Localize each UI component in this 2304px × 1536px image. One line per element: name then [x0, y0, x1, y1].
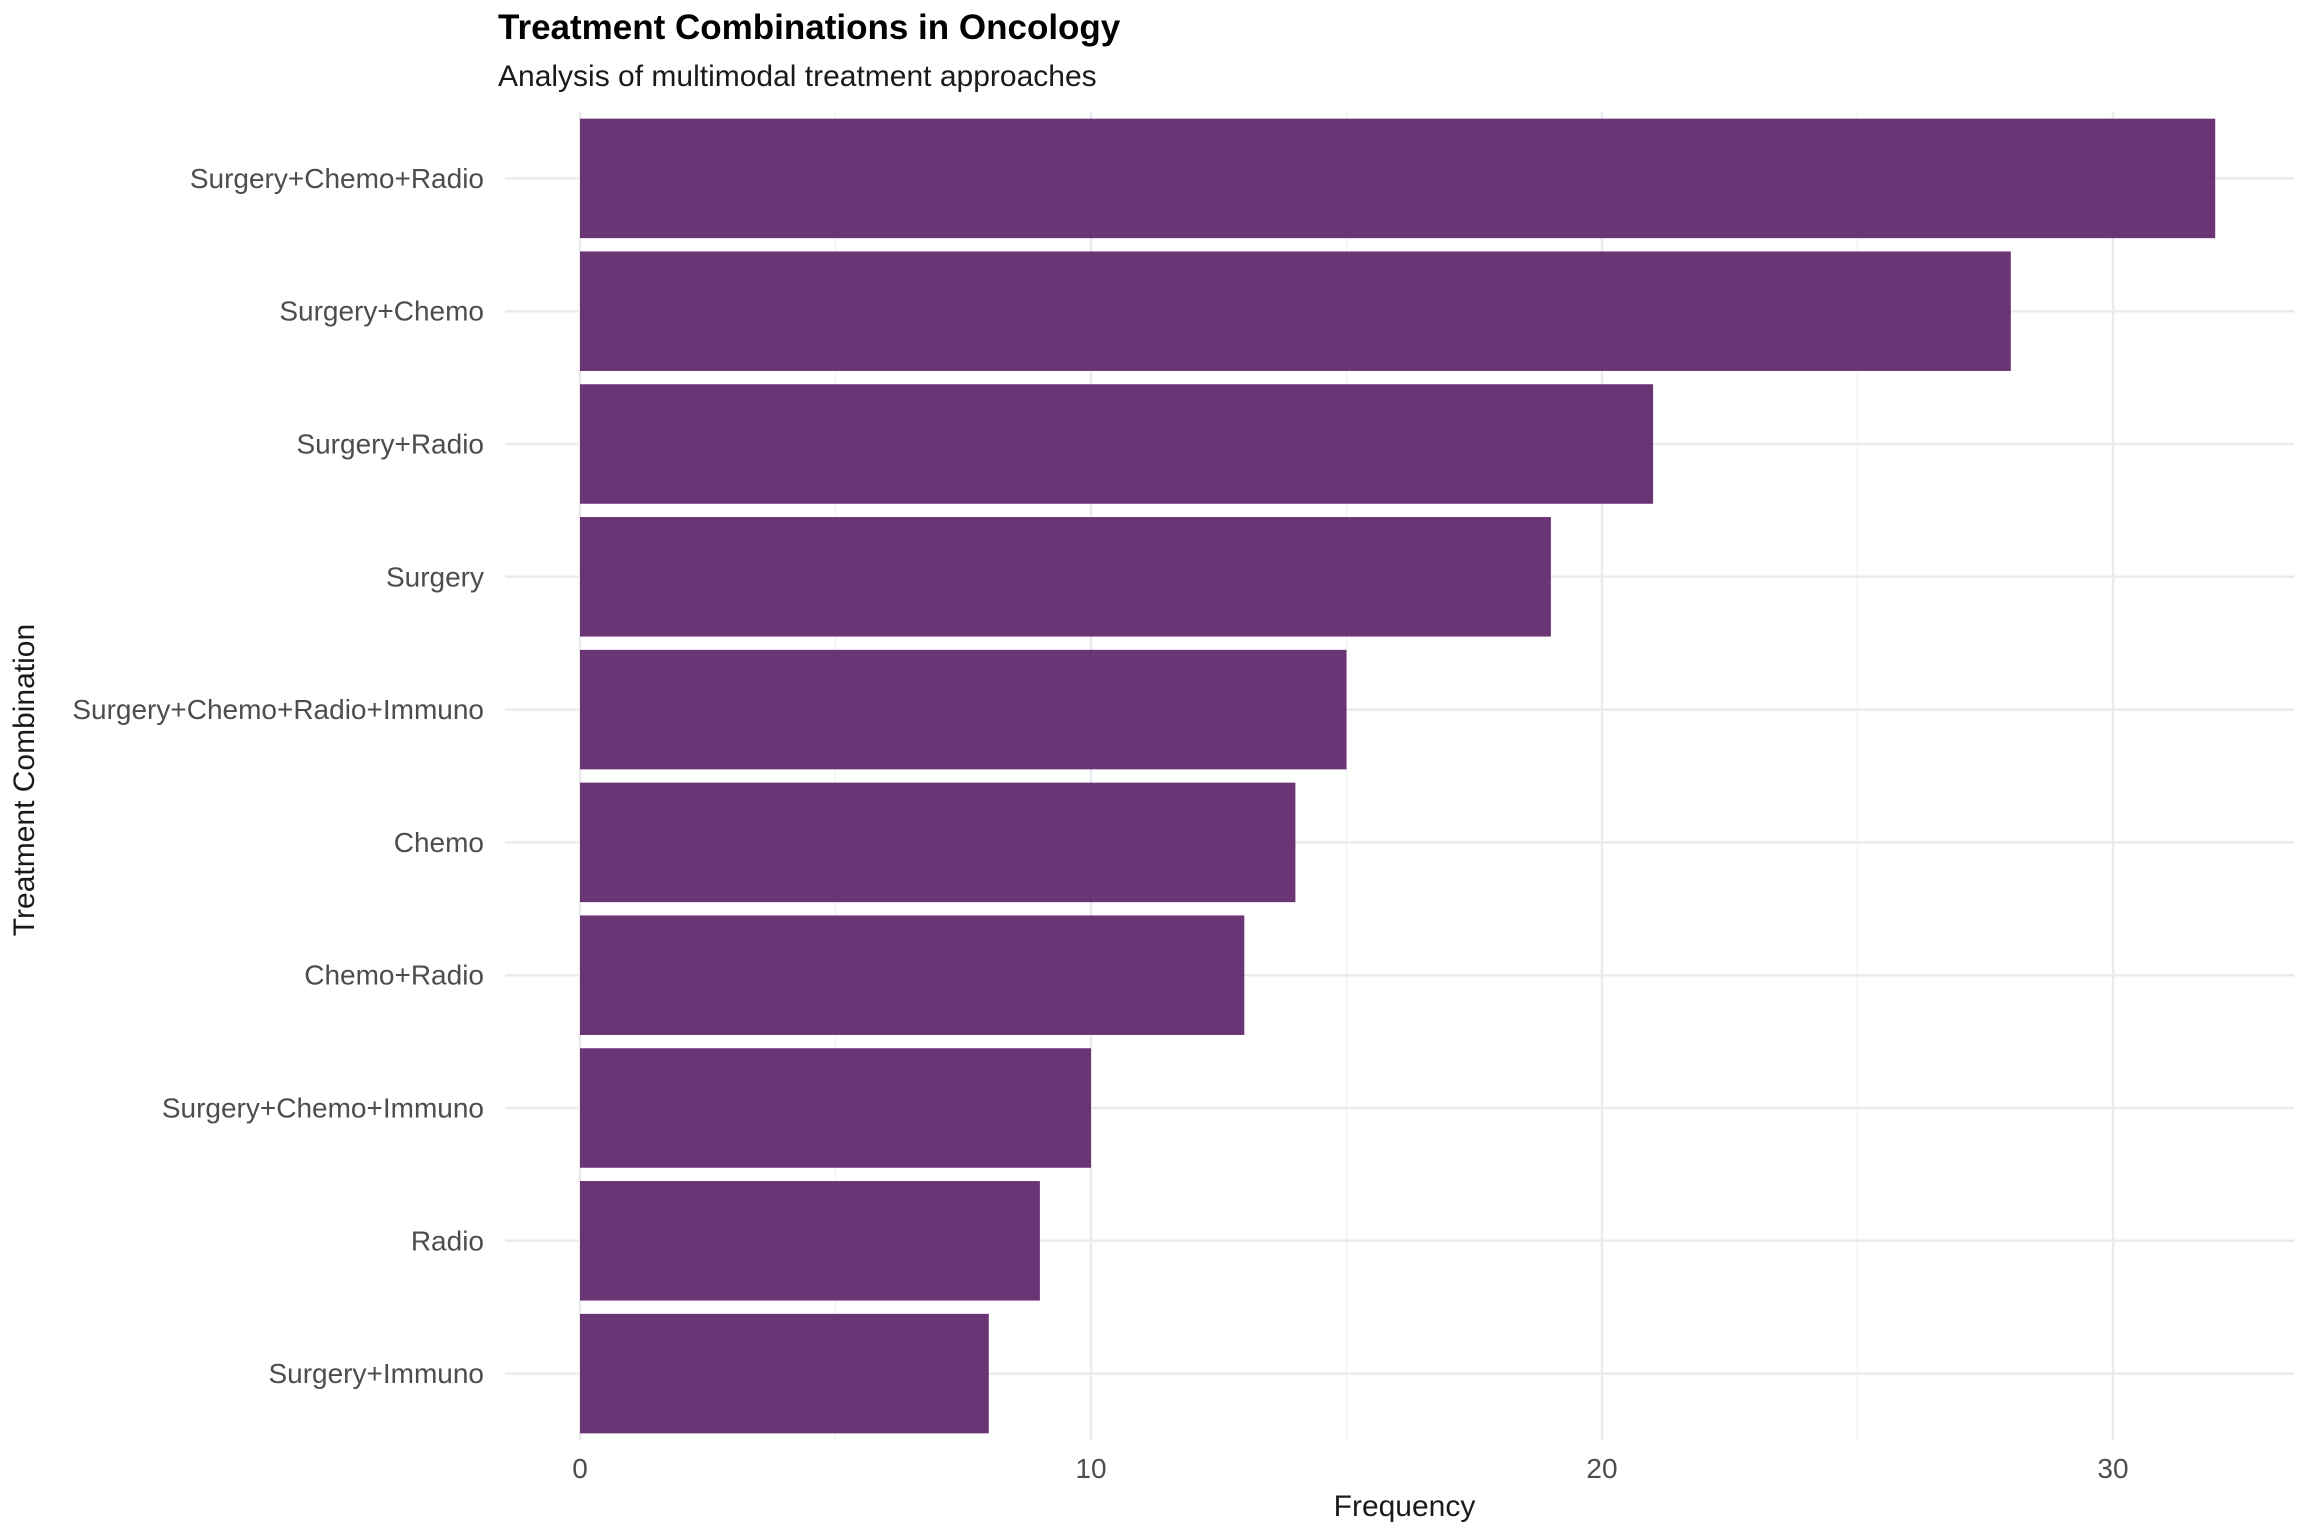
bar: [580, 118, 2216, 239]
bar: [580, 384, 1654, 504]
y-tick-label: Surgery+Immuno: [268, 1358, 484, 1389]
x-tick-label: 30: [2097, 1453, 2128, 1484]
bar: [580, 517, 1551, 637]
x-tick-label: 10: [1075, 1453, 1106, 1484]
y-tick-label: Surgery+Chemo+Immuno: [162, 1093, 484, 1124]
bar: [580, 251, 2011, 371]
bars: [580, 118, 2216, 1434]
y-tick-label: Surgery+Chemo+Radio+Immuno: [72, 694, 484, 725]
y-tick-label: Surgery: [386, 561, 484, 592]
x-tick-label: 0: [572, 1453, 588, 1484]
y-tick-label: Surgery+Radio: [296, 429, 484, 460]
bar: [580, 649, 1347, 770]
x-axis-title: Frequency: [1334, 1490, 1476, 1523]
y-axis-title: Treatment Combination: [8, 624, 41, 936]
bar: [580, 782, 1296, 903]
bar: [580, 915, 1245, 1035]
y-tick-label: Surgery+Chemo+Radio: [190, 163, 484, 194]
y-tick-label: Surgery+Chemo: [279, 296, 484, 327]
x-tick-label: 20: [1586, 1453, 1617, 1484]
y-tick-label: Radio: [411, 1225, 484, 1256]
chart-subtitle: Analysis of multimodal treatment approac…: [498, 60, 1097, 93]
bar: [580, 1313, 989, 1434]
chart-title: Treatment Combinations in Oncology: [498, 8, 1121, 47]
y-tick-label: Chemo: [394, 827, 484, 858]
y-tick-label: Chemo+Radio: [304, 960, 484, 991]
x-tick-labels: 0 10 20 30: [572, 1453, 2128, 1484]
bar: [580, 1048, 1091, 1168]
bar: [580, 1181, 1040, 1301]
y-tick-labels: Surgery+Chemo+Radio Surgery+Chemo Surgery+…: [72, 163, 484, 1389]
